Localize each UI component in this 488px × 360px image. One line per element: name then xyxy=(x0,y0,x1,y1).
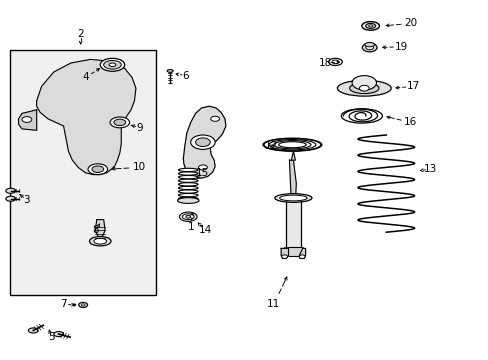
Text: 13: 13 xyxy=(423,164,436,174)
Text: 12: 12 xyxy=(264,141,278,151)
Ellipse shape xyxy=(361,22,379,30)
Text: 7: 7 xyxy=(60,299,67,309)
Ellipse shape xyxy=(178,175,198,179)
Polygon shape xyxy=(299,248,305,258)
Ellipse shape xyxy=(178,197,198,201)
Ellipse shape xyxy=(22,117,32,122)
Text: 19: 19 xyxy=(393,42,407,52)
Ellipse shape xyxy=(88,164,107,175)
Text: 10: 10 xyxy=(133,162,145,172)
Ellipse shape xyxy=(179,212,197,221)
Text: 6: 6 xyxy=(182,71,189,81)
Ellipse shape xyxy=(100,58,124,71)
Text: 5: 5 xyxy=(48,332,55,342)
Ellipse shape xyxy=(185,215,190,218)
Ellipse shape xyxy=(178,168,198,172)
Polygon shape xyxy=(183,106,225,178)
Polygon shape xyxy=(289,160,296,223)
Ellipse shape xyxy=(109,63,116,67)
Ellipse shape xyxy=(365,45,373,50)
Ellipse shape xyxy=(195,138,210,147)
Text: 2: 2 xyxy=(77,29,84,39)
Text: 11: 11 xyxy=(266,299,280,309)
Text: 8: 8 xyxy=(92,225,99,235)
Ellipse shape xyxy=(299,255,305,258)
Ellipse shape xyxy=(103,60,121,69)
Ellipse shape xyxy=(281,255,287,258)
Ellipse shape xyxy=(79,302,87,307)
Ellipse shape xyxy=(328,58,342,66)
Polygon shape xyxy=(95,220,105,238)
Ellipse shape xyxy=(110,117,129,128)
Text: 14: 14 xyxy=(198,225,212,235)
Ellipse shape xyxy=(114,119,125,126)
Ellipse shape xyxy=(364,42,374,47)
Ellipse shape xyxy=(54,332,63,337)
Polygon shape xyxy=(37,59,136,175)
Ellipse shape xyxy=(279,195,306,201)
Bar xyxy=(10,50,156,295)
Ellipse shape xyxy=(349,83,378,94)
Ellipse shape xyxy=(92,166,103,172)
Text: 15: 15 xyxy=(196,168,209,178)
Polygon shape xyxy=(19,110,37,130)
Ellipse shape xyxy=(6,196,16,201)
Ellipse shape xyxy=(362,43,376,52)
Circle shape xyxy=(73,304,76,306)
Text: 18: 18 xyxy=(318,58,331,68)
Text: 9: 9 xyxy=(136,123,142,133)
Text: 16: 16 xyxy=(403,117,417,127)
Polygon shape xyxy=(291,151,295,160)
Ellipse shape xyxy=(337,80,390,96)
Ellipse shape xyxy=(178,186,198,190)
Text: 17: 17 xyxy=(406,81,419,91)
Ellipse shape xyxy=(351,76,376,90)
Text: 4: 4 xyxy=(82,72,89,82)
Ellipse shape xyxy=(178,193,198,197)
Ellipse shape xyxy=(190,135,215,149)
Text: 20: 20 xyxy=(404,18,416,28)
Ellipse shape xyxy=(81,304,85,306)
Ellipse shape xyxy=(28,328,38,333)
Bar xyxy=(284,247,302,256)
Ellipse shape xyxy=(94,238,106,244)
Ellipse shape xyxy=(178,190,198,193)
Ellipse shape xyxy=(178,179,198,183)
Bar xyxy=(285,200,300,248)
Ellipse shape xyxy=(182,214,194,220)
Ellipse shape xyxy=(178,172,198,175)
Text: 1: 1 xyxy=(187,222,194,232)
Ellipse shape xyxy=(274,194,311,202)
Ellipse shape xyxy=(167,69,173,72)
Ellipse shape xyxy=(365,23,375,28)
Ellipse shape xyxy=(198,165,207,170)
Ellipse shape xyxy=(177,198,199,203)
Ellipse shape xyxy=(368,25,372,27)
Ellipse shape xyxy=(359,85,368,91)
Text: 3: 3 xyxy=(23,195,30,205)
Ellipse shape xyxy=(89,237,111,246)
Ellipse shape xyxy=(331,60,338,64)
Ellipse shape xyxy=(178,183,198,186)
Ellipse shape xyxy=(210,116,219,121)
Ellipse shape xyxy=(6,188,16,193)
Polygon shape xyxy=(281,248,288,258)
